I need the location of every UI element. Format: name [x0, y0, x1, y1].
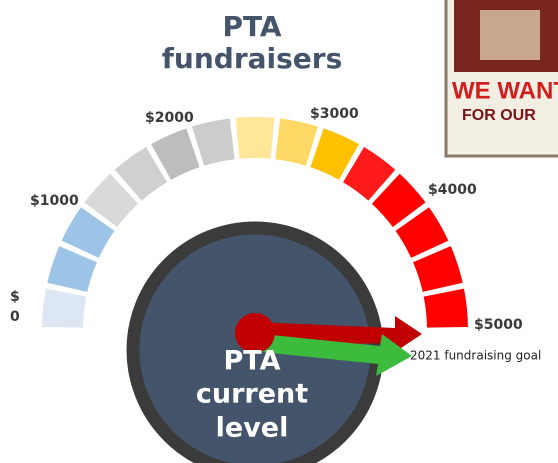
gauge-label: $2000 [145, 110, 194, 126]
title-line: PTA [222, 10, 281, 43]
gauge-label: 0 [10, 309, 20, 325]
gauge-label: $4000 [428, 182, 477, 198]
poster: WE WANT FOR OUR [446, 0, 558, 156]
gauge-label: $ [10, 289, 20, 305]
gauge-label: $3000 [310, 106, 359, 122]
page: PTA fundraisers WE WANT FOR OUR PTA curr… [0, 0, 558, 463]
center-text: current [196, 379, 308, 410]
poster-figure [480, 10, 540, 60]
gauge-segment [275, 118, 318, 165]
gauge-segment [236, 117, 275, 159]
gauge-label: $5000 [474, 317, 523, 333]
gauge-segment [42, 289, 86, 328]
center-text: level [216, 413, 289, 444]
poster-text: FOR OUR [462, 107, 536, 124]
poster-text: WE WANT [452, 77, 558, 104]
title-line: fundraisers [162, 42, 343, 75]
gauge-label: $1000 [30, 193, 79, 209]
gauge-segment [424, 289, 468, 328]
center-text: PTA [223, 346, 280, 377]
goal-note: 2021 fundraising goal [410, 349, 541, 363]
gauge-segment [192, 118, 235, 165]
